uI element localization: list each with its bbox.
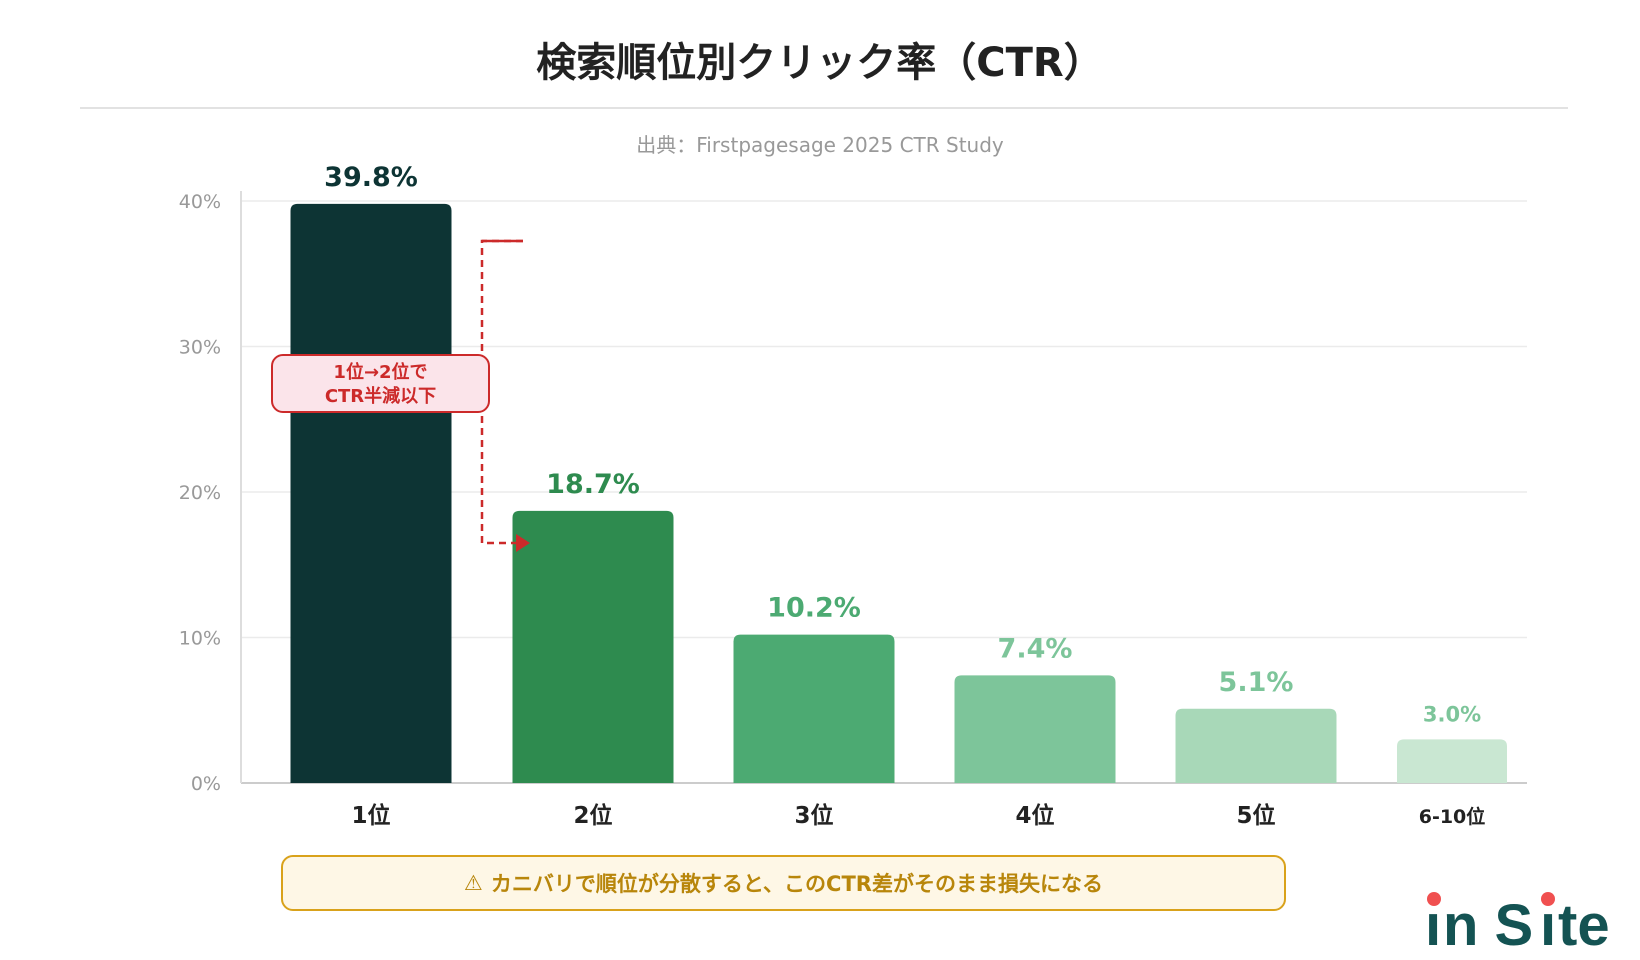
annotation-line2: CTR半減以下 <box>324 386 437 407</box>
chart-subtitle: 出典：Firstpagesage 2025 CTR Study <box>636 133 1004 157</box>
insite-logo: ı n S ı te <box>1425 892 1610 950</box>
bar <box>290 203 452 783</box>
bar <box>733 634 895 783</box>
warning-text: カニバリで順位が分散すると、このCTR差がそのまま損失になる <box>490 872 1103 896</box>
y-tick-label: 10% <box>179 628 221 650</box>
svg-text:ı: ı <box>1425 893 1440 950</box>
annotation-callout: 1位→2位で CTR半減以下 <box>271 354 490 413</box>
y-tick-label: 0% <box>191 773 221 795</box>
x-tick-label: 1位 <box>351 802 390 829</box>
title-divider <box>80 107 1568 109</box>
warning-icon: ⚠ <box>464 871 483 895</box>
x-tick-label: 3位 <box>794 802 833 829</box>
x-tick-label: 5位 <box>1236 802 1275 829</box>
y-tick-label: 20% <box>179 482 221 504</box>
svg-text:n S: n S <box>1443 893 1533 950</box>
annotation-line1: 1位→2位で <box>333 362 428 383</box>
x-tick-label: 4位 <box>1015 802 1054 829</box>
warning-banner: ⚠ カニバリで順位が分散すると、このCTR差がそのまま損失になる <box>281 855 1286 911</box>
bar <box>1175 708 1337 783</box>
data-label: 5.1% <box>1219 667 1294 698</box>
data-label: 39.8% <box>324 162 418 193</box>
arrow-head-icon <box>516 534 530 552</box>
data-label: 18.7% <box>546 469 640 500</box>
chart-title: 検索順位別クリック率（CTR） <box>536 40 1104 86</box>
bar <box>1397 739 1507 783</box>
y-tick-label: 40% <box>179 191 221 213</box>
bar <box>512 510 674 783</box>
bar <box>954 675 1116 783</box>
data-label: 3.0% <box>1423 702 1481 726</box>
x-tick-label: 6-10位 <box>1419 805 1486 828</box>
svg-text:te: te <box>1558 893 1610 950</box>
svg-text:ı: ı <box>1540 893 1556 950</box>
x-tick-label: 2位 <box>573 802 612 829</box>
y-tick-label: 30% <box>179 337 221 359</box>
data-label: 7.4% <box>998 633 1073 664</box>
data-label: 10.2% <box>767 593 861 624</box>
